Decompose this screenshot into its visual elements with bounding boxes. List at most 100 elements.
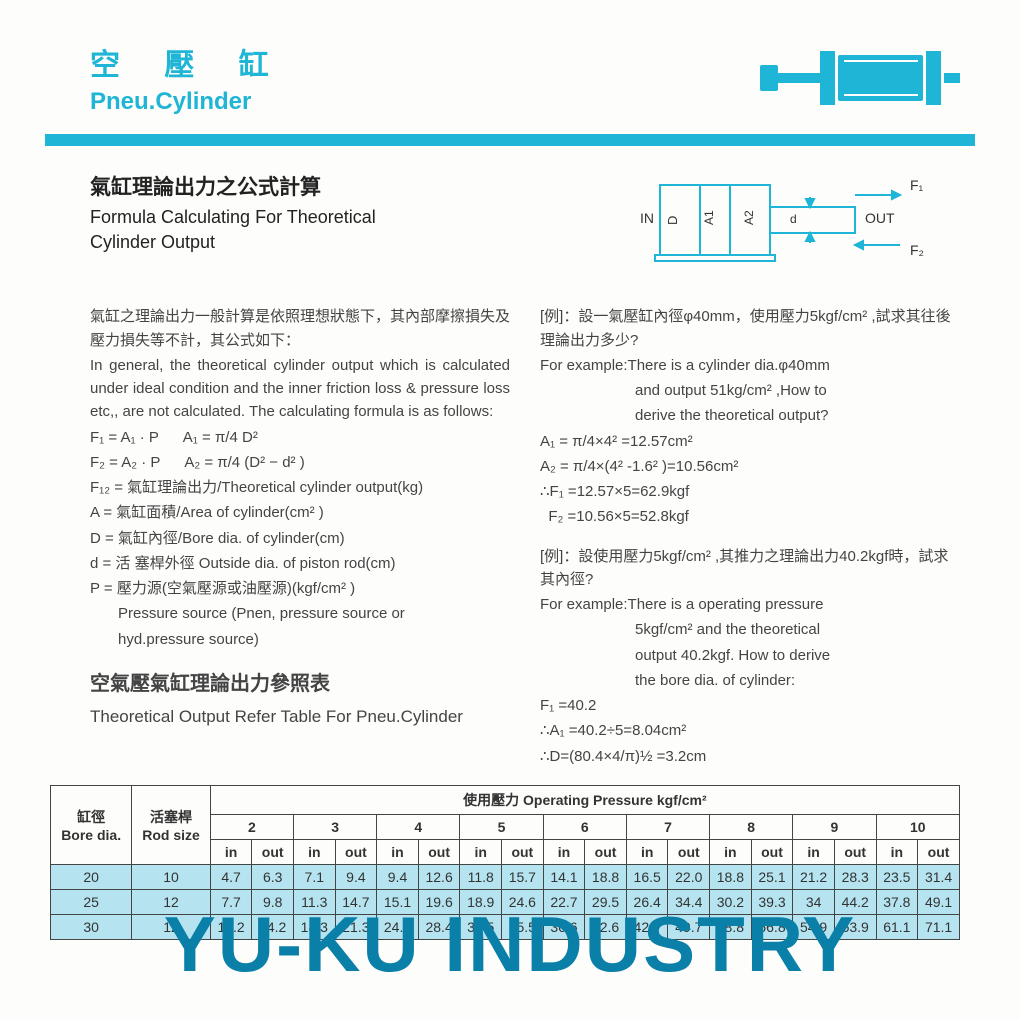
th-pressure: 2	[210, 814, 293, 839]
formula-p-en2: hyd.pressure source)	[90, 628, 510, 651]
example2-en1: For example:There is a operating pressur…	[540, 593, 960, 616]
example2-cn: [例]：設使用壓力5kgf/cm² ,其推力之理論出力40.2kgf時，試求其內…	[540, 545, 960, 592]
svg-text:A2: A2	[742, 210, 756, 225]
th-pressure: 9	[793, 814, 876, 839]
title-block: 空 壓 缸 Pneu.Cylinder	[90, 40, 287, 116]
formula-f1: F₁ = A₁ · P A₁ = π/4 D²	[90, 426, 510, 449]
th-bore: 缸徑Bore dia.	[51, 785, 132, 864]
th-pressure: 7	[626, 814, 709, 839]
formula-f12: F₁₂ = 氣缸理論出力/Theoretical cylinder output…	[90, 476, 510, 499]
th-pressure: 3	[293, 814, 376, 839]
th-inout: out	[834, 839, 876, 864]
formula-p-en1: Pressure source (Pnen, pressure source o…	[90, 602, 510, 625]
svg-text:A1: A1	[702, 210, 716, 225]
content: 氣缸理論出力之公式計算 Formula Calculating For Theo…	[0, 171, 1020, 940]
th-inout: out	[585, 839, 627, 864]
cell-value: 18.8	[710, 864, 752, 889]
svg-text:d: d	[790, 212, 797, 226]
formula-d-big: D = 氣缸內徑/Bore dia. of cylinder(cm)	[90, 527, 510, 550]
svg-text:D: D	[665, 216, 680, 225]
example2-d: ∴D=(80.4×4/π)½ =3.2cm	[540, 745, 960, 768]
formula-diagram: IN OUT F₁ F₂ D A1 A2 d	[610, 165, 930, 270]
th-inout: in	[626, 839, 668, 864]
diagram-out-label: OUT	[865, 210, 895, 226]
th-inout: in	[793, 839, 835, 864]
th-pressure-group: 使用壓力 Operating Pressure kgf/cm²	[210, 785, 959, 814]
example1-res1: ∴F₁ =12.57×5=62.9kgf	[540, 480, 960, 503]
example1-cn: [例]：設一氣壓缸內徑φ40mm，使用壓力5kgf/cm² ,試求其往後理論出力…	[540, 305, 960, 352]
th-pressure: 10	[876, 814, 959, 839]
cell-value: 11.8	[460, 864, 502, 889]
left-column: 氣缸之理論出力一般計算是依照理想狀態下，其內部摩擦損失及壓力損失等不計，其公式如…	[90, 305, 510, 770]
th-pressure: 6	[543, 814, 626, 839]
th-inout: in	[210, 839, 252, 864]
example1-en1: For example:There is a cylinder dia.φ40m…	[540, 354, 960, 377]
example2-en4: the bore dia. of cylinder:	[540, 669, 960, 692]
th-inout: out	[252, 839, 294, 864]
divider-bar	[45, 134, 975, 146]
cylinder-icon	[760, 43, 960, 113]
title-english: Pneu.Cylinder	[90, 88, 287, 116]
formula-f2: F₂ = A₂ · P A₂ = π/4 (D² − d² )	[90, 451, 510, 474]
cell-value: 4.7	[210, 864, 252, 889]
cell-value: 14.1	[543, 864, 585, 889]
th-inout: in	[377, 839, 419, 864]
example1-a2: A₂ = π/4×(4² -1.6² )=10.56cm²	[540, 455, 960, 478]
cell-rod: 10	[132, 864, 210, 889]
cell-value: 9.4	[335, 864, 377, 889]
th-inout: out	[668, 839, 710, 864]
cell-value: 16.5	[626, 864, 668, 889]
cell-value: 21.2	[793, 864, 835, 889]
cell-bore: 20	[51, 864, 132, 889]
formula-p: P = 壓力源(空氣壓源或油壓源)(kgf/cm² )	[90, 577, 510, 600]
footer-brand: YU-KU INDUSTRY	[0, 899, 1020, 990]
cell-value: 23.5	[876, 864, 918, 889]
table-head: 缸徑Bore dia. 活塞桿Rod size 使用壓力 Operating P…	[51, 785, 960, 864]
th-inout: out	[502, 839, 544, 864]
cell-value: 31.4	[918, 864, 960, 889]
example1-res2: F₂ =10.56×5=52.8kgf	[540, 505, 960, 528]
th-pressure: 8	[710, 814, 793, 839]
intro-en: In general, the theoretical cylinder out…	[90, 354, 510, 424]
cell-value: 9.4	[377, 864, 419, 889]
cell-value: 22.0	[668, 864, 710, 889]
formula-a: A = 氣缸面積/Area of cylinder(cm² )	[90, 501, 510, 524]
cell-value: 6.3	[252, 864, 294, 889]
svg-text:F₁: F₁	[910, 177, 924, 193]
example2-f1: F₁ =40.2	[540, 694, 960, 717]
th-inout: in	[543, 839, 585, 864]
right-column: [例]：設一氣壓缸內徑φ40mm，使用壓力5kgf/cm² ,試求其往後理論出力…	[540, 305, 960, 770]
example2-a1: ∴A₁ =40.2÷5=8.04cm²	[540, 719, 960, 742]
th-inout: out	[335, 839, 377, 864]
th-pressure: 4	[377, 814, 460, 839]
title-chinese: 空 壓 缸	[90, 40, 287, 84]
example1-en2: and output 51kg/cm² ,How to	[540, 379, 960, 402]
cell-value: 28.3	[834, 864, 876, 889]
header: 空 壓 缸 Pneu.Cylinder	[0, 0, 1020, 126]
th-inout: in	[460, 839, 502, 864]
th-rod: 活塞桿Rod size	[132, 785, 210, 864]
cell-value: 15.7	[502, 864, 544, 889]
table-title-en: Theoretical Output Refer Table For Pneu.…	[90, 704, 510, 730]
cell-value: 12.6	[418, 864, 460, 889]
example2-en2: 5kgf/cm² and the theoretical	[540, 618, 960, 641]
example1-en3: derive the theoretical output?	[540, 404, 960, 427]
th-inout: out	[918, 839, 960, 864]
th-inout: in	[710, 839, 752, 864]
table-title-cn: 空氣壓氣缸理論出力參照表	[90, 669, 510, 700]
diagram-in-label: IN	[640, 210, 654, 226]
cell-value: 25.1	[751, 864, 793, 889]
table-row: 20104.76.37.19.49.412.611.815.714.118.81…	[51, 864, 960, 889]
cell-value: 7.1	[293, 864, 335, 889]
th-inout: in	[293, 839, 335, 864]
th-inout: out	[418, 839, 460, 864]
formula-d-small: d = 活 塞桿外徑 Outside dia. of piston rod(cm…	[90, 552, 510, 575]
cell-value: 18.8	[585, 864, 627, 889]
intro-cn: 氣缸之理論出力一般計算是依照理想狀態下，其內部摩擦損失及壓力損失等不計，其公式如…	[90, 305, 510, 352]
svg-text:F₂: F₂	[910, 242, 924, 258]
th-pressure: 5	[460, 814, 543, 839]
example2-en3: output 40.2kgf. How to derive	[540, 644, 960, 667]
th-inout: in	[876, 839, 918, 864]
th-inout: out	[751, 839, 793, 864]
example1-a1: A₁ = π/4×4² =12.57cm²	[540, 430, 960, 453]
